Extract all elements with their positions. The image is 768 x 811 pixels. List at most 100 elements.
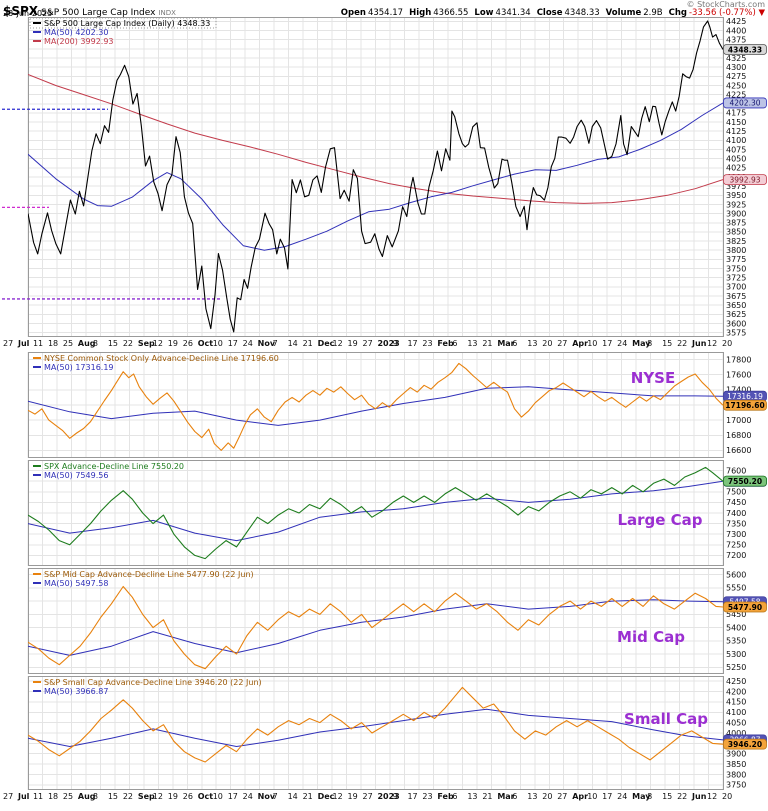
x-tick-label: 22 — [123, 339, 133, 348]
stockcharts-credit: © StockCharts.com — [686, 0, 765, 9]
x-tick-label: 24 — [243, 339, 253, 348]
x-tick-label: Apr — [572, 792, 588, 801]
x-tick-label: 12 — [333, 339, 343, 348]
y-tick-label: 7500 — [726, 488, 746, 497]
y-tick-label: 4250 — [726, 81, 746, 90]
y-tick-label: 7450 — [726, 498, 746, 507]
y-tick-label: 7400 — [726, 509, 746, 518]
legend-label: S&P 500 Large Cap Index (Daily) 4348.33 — [44, 19, 210, 28]
x-tick-label: 18 — [48, 339, 58, 348]
panel-annotation-label: Mid Cap — [617, 628, 685, 646]
x-tick-label: 19 — [168, 339, 178, 348]
y-tick-label: 7350 — [726, 519, 746, 528]
x-tick-label: 20 — [542, 792, 552, 801]
y-tick-label: 5550 — [726, 584, 746, 593]
x-tick-label: 10 — [587, 792, 597, 801]
x-tick-label: 8 — [647, 339, 652, 348]
series-line — [28, 708, 723, 747]
x-tick-label: Feb — [437, 339, 454, 348]
last-value-label: 7550.20 — [723, 475, 767, 487]
x-tick-label: Sep — [138, 792, 155, 801]
legend-label: MA(50) 4202.30 — [44, 28, 108, 37]
panel-annotation-label: NYSE — [631, 369, 675, 387]
x-tick-label: 17 — [407, 339, 417, 348]
x-tick-label: 21 — [482, 792, 492, 801]
y-tick-label: 5250 — [726, 663, 746, 672]
x-tick-label: 21 — [303, 339, 313, 348]
x-tick-label: Jun — [691, 792, 707, 801]
svg-text:4202.30: 4202.30 — [729, 99, 760, 108]
y-tick-label: 4275 — [726, 72, 746, 81]
series-line — [28, 362, 723, 451]
y-tick-label: 3850 — [726, 228, 746, 237]
last-value-label: 4202.30 — [723, 97, 767, 109]
x-tick-label: 20 — [722, 792, 732, 801]
legend-label: MA(50) 5497.58 — [44, 579, 108, 588]
x-tick-label: 2023 — [377, 792, 399, 801]
spx-price-panel: 4425440043754350432543004275425042254200… — [2, 17, 767, 337]
x-tick-label: 8 — [647, 792, 652, 801]
x-tick-label: 14 — [288, 339, 298, 348]
x-tick-label: 27 — [363, 792, 373, 801]
x-tick-label: 25 — [63, 792, 73, 801]
x-tick-label: 10 — [213, 339, 223, 348]
y-tick-label: 4050 — [726, 154, 746, 163]
x-tick-label: 7 — [273, 339, 278, 348]
y-tick-label: 4125 — [726, 127, 746, 136]
x-tick-label: 19 — [348, 339, 358, 348]
x-tick-label: 21 — [482, 339, 492, 348]
svg-text:5477.90: 5477.90 — [728, 603, 762, 612]
x-tick-label: 24 — [243, 792, 253, 801]
legend-label: S&P Mid Cap Advance-Decline Line 5477.90… — [44, 570, 254, 579]
x-tick-label: 10 — [587, 339, 597, 348]
last-value-label: 17196.60 — [723, 399, 767, 411]
last-value-label: 5477.90 — [723, 601, 767, 613]
panel-annotation-label: Small Cap — [624, 710, 708, 728]
quote-label: High — [409, 8, 432, 18]
y-tick-label: 3950 — [726, 191, 746, 200]
gridlines — [27, 568, 724, 674]
series-line — [28, 686, 723, 763]
y-tick-label: 3600 — [726, 319, 746, 328]
x-tick-label: 11 — [33, 792, 43, 801]
x-tick-label: 12 — [333, 792, 343, 801]
legend-label: MA(50) 7549.56 — [44, 471, 108, 480]
svg-text:17196.60: 17196.60 — [725, 401, 764, 410]
legend-label: MA(50) 17316.19 — [44, 363, 114, 372]
y-tick-label: 4175 — [726, 109, 746, 118]
x-tick-label: Jun — [691, 339, 707, 348]
y-tick-label: 4150 — [726, 698, 746, 707]
panel-annotation-label: Large Cap — [617, 511, 702, 529]
x-tick-label: 13 — [527, 792, 537, 801]
svg-text:17316.19: 17316.19 — [727, 392, 763, 401]
y-tick-label: 5300 — [726, 650, 746, 659]
x-tick-label: 12 — [707, 792, 717, 801]
x-tick-label: 17 — [602, 339, 612, 348]
y-tick-label: 4150 — [726, 118, 746, 127]
y-tick-label: 3900 — [726, 750, 746, 759]
y-tick-label: 17000 — [726, 416, 751, 425]
x-tick-label: 15 — [662, 339, 672, 348]
chart-header: $SPX S&P 500 Large Cap Index INDX © StockC… — [0, 0, 768, 18]
chart-date: 23-Jun-2023 — [3, 9, 53, 18]
x-tick-label: May — [632, 792, 651, 801]
y-tick-label: 17800 — [726, 355, 751, 364]
x-tick-label: 8 — [93, 792, 98, 801]
x-tick-label: 24 — [617, 339, 627, 348]
x-tick-label: 6 — [452, 792, 457, 801]
x-tick-label: 12 — [153, 339, 163, 348]
x-tick-label: 8 — [93, 339, 98, 348]
y-tick-label: 3625 — [726, 310, 746, 319]
x-tick-label: 24 — [617, 792, 627, 801]
y-tick-label: 16800 — [726, 431, 751, 440]
quote-value: 4341.34 — [495, 8, 531, 18]
x-tick-label: 13 — [467, 792, 477, 801]
y-tick-label: 4300 — [726, 63, 746, 72]
x-tick-label: 27 — [557, 339, 567, 348]
x-tick-label: 18 — [48, 792, 58, 801]
y-tick-label: 17400 — [726, 386, 751, 395]
quote-value: 4366.55 — [433, 8, 469, 18]
nyse-ad-panel-wrap: NYSE17800176001740017200170001680016600N… — [0, 352, 768, 458]
